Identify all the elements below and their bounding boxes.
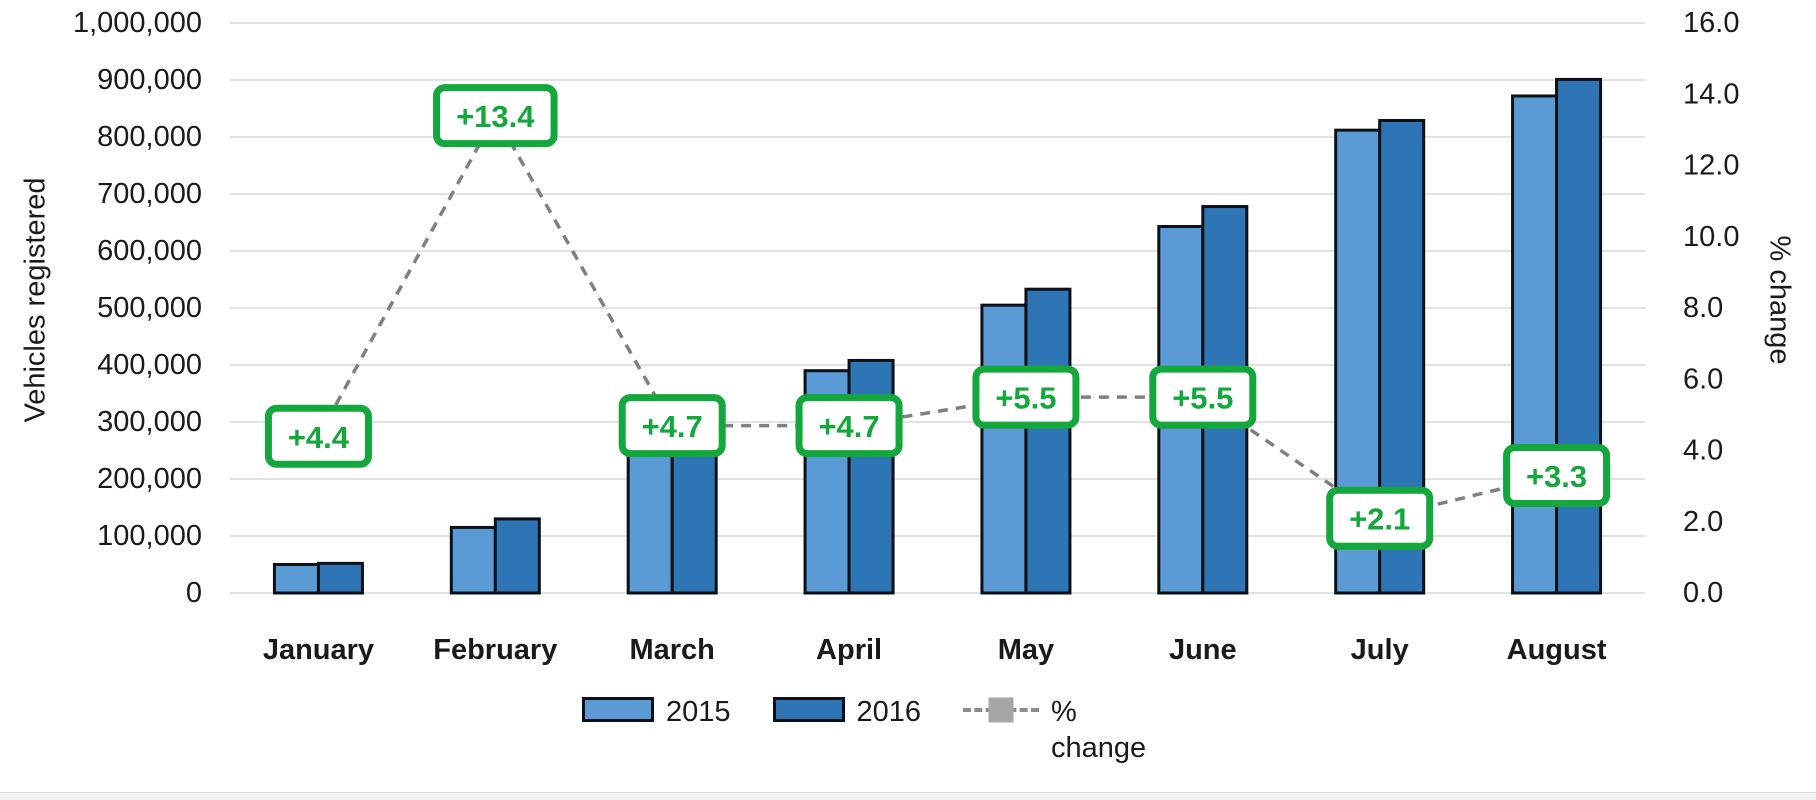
left-axis-tick-label: 1,000,000 <box>73 7 202 39</box>
bottom-divider <box>0 792 1816 800</box>
svg-text:+4.7: +4.7 <box>818 409 879 444</box>
x-axis-category-label: February <box>433 634 557 666</box>
left-axis-tick-label: 800,000 <box>97 121 202 153</box>
legend-label-pct-change: % change <box>1051 696 1147 765</box>
left-axis-tick-label: 400,000 <box>97 349 202 381</box>
left-axis-tick-label: 100,000 <box>97 520 202 552</box>
right-axis-tick-label: 16.0 <box>1683 7 1739 39</box>
bar-2016-August <box>1555 77 1603 595</box>
bar-2015-January <box>272 563 320 595</box>
left-axis-tick-label: 700,000 <box>97 178 202 210</box>
x-axis-category-label: May <box>998 634 1054 666</box>
pct-change-label: +4.7 <box>618 394 726 458</box>
bar-2015-May <box>980 303 1028 595</box>
right-axis-tick-label: 14.0 <box>1683 78 1739 110</box>
right-axis-tick-label: 6.0 <box>1683 363 1723 395</box>
left-axis-tick-label: 200,000 <box>97 463 202 495</box>
x-axis-category-label: April <box>816 634 882 666</box>
bar-2016-January <box>316 561 364 595</box>
pct-change-label: +3.3 <box>1503 443 1611 507</box>
right-axis-title: % change <box>1763 235 1796 365</box>
svg-text:+3.3: +3.3 <box>1526 459 1587 494</box>
svg-text:+5.5: +5.5 <box>995 381 1056 416</box>
pct-change-label: +5.5 <box>1149 365 1257 429</box>
right-axis-tick-label: 8.0 <box>1683 292 1723 324</box>
pct-change-label: +4.4 <box>264 404 372 468</box>
bar-2015-August <box>1511 94 1559 595</box>
bar-2015-February <box>449 525 497 595</box>
legend-dashed-line-icon <box>963 694 1040 725</box>
legend-swatch-2015-icon <box>582 697 654 722</box>
pct-change-label: +2.1 <box>1326 486 1434 550</box>
svg-text:+4.7: +4.7 <box>642 409 703 444</box>
left-axis-tick-label: 0 <box>186 577 202 609</box>
legend-swatch-2016-icon <box>772 697 845 722</box>
left-axis-title: Vehicles registered <box>19 177 52 423</box>
right-axis-tick-label: 0.0 <box>1683 577 1723 609</box>
bar-2016-March <box>670 442 718 595</box>
x-axis-category-label: August <box>1507 634 1607 666</box>
legend-label-2015: 2015 <box>666 696 731 728</box>
left-axis-tick-label: 500,000 <box>97 292 202 324</box>
right-axis-tick-label: 12.0 <box>1683 150 1739 182</box>
left-axis-tick-label: 300,000 <box>97 406 202 438</box>
svg-text:+13.4: +13.4 <box>456 99 535 134</box>
legend-item-pct-change: % change <box>963 694 1161 767</box>
right-axis-tick-label: 4.0 <box>1683 435 1723 467</box>
chart-legend: 2015 2016 % change <box>582 694 1161 767</box>
legend-item-2015: 2015 <box>582 694 731 730</box>
right-axis-tick-label: 2.0 <box>1683 506 1723 538</box>
bar-2016-February <box>493 517 541 595</box>
legend-label-2016: 2016 <box>856 696 922 728</box>
left-axis-tick-label: 900,000 <box>97 64 202 96</box>
x-axis-category-label: March <box>629 634 714 666</box>
pct-change-label: +4.7 <box>795 394 903 458</box>
svg-text:+5.5: +5.5 <box>1172 381 1233 416</box>
pct-change-label: +5.5 <box>972 365 1080 429</box>
legend-item-2016: 2016 <box>772 694 922 730</box>
x-axis-category-label: July <box>1351 634 1409 666</box>
bar-2016-May <box>1024 287 1072 595</box>
svg-text:+2.1: +2.1 <box>1349 502 1410 537</box>
x-axis-category-label: June <box>1169 634 1237 666</box>
svg-text:+4.4: +4.4 <box>288 420 350 455</box>
bar-2015-March <box>626 449 674 595</box>
pct-change-label: +13.4 <box>433 84 558 148</box>
left-axis-tick-label: 600,000 <box>97 235 202 267</box>
right-axis-tick-label: 10.0 <box>1683 221 1739 253</box>
x-axis-category-label: January <box>263 634 374 666</box>
